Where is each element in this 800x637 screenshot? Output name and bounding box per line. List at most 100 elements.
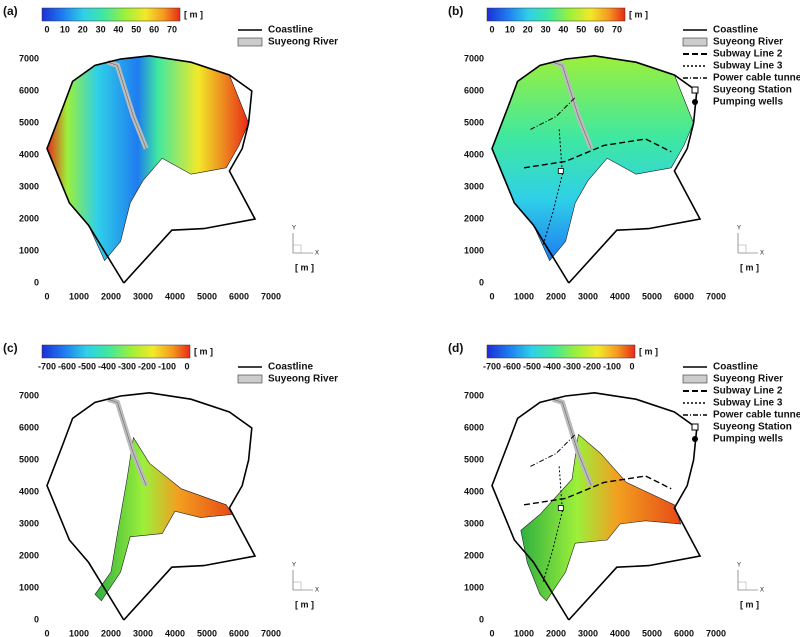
panel-label: (a) xyxy=(3,4,18,18)
colorbar xyxy=(486,344,636,359)
x-tick-label: 1000 xyxy=(69,628,89,637)
legend-label: Subway Line 3 xyxy=(713,398,783,409)
legend-label: Coastline xyxy=(713,362,758,373)
legend-label: Subway Line 3 xyxy=(713,61,783,72)
x-tick-label: 7000 xyxy=(706,291,726,301)
x-tick-label: 7000 xyxy=(261,291,281,301)
colorbar-tick: 50 xyxy=(576,24,586,34)
axis-x: X xyxy=(760,588,764,594)
y-tick-label: 6000 xyxy=(19,85,39,95)
y-tick-label: 3000 xyxy=(464,181,484,191)
axis-unit: [ m ] xyxy=(740,262,759,272)
axis-x: X xyxy=(315,251,319,257)
legend-label: Coastline xyxy=(268,362,313,373)
legend-label: Coastline xyxy=(268,25,313,36)
x-tick-label: 6000 xyxy=(229,291,249,301)
colorbar-tick: 0 xyxy=(184,361,189,371)
panel: (b) 0 10 20 30 40 50 60 70 [ m ] 0 1000 2000 3000 4000… xyxy=(448,4,800,301)
colorbar-tick: 10 xyxy=(60,24,70,34)
legend-label: Power cable tunnel xyxy=(713,73,800,84)
legend-label: Suyeong Station xyxy=(713,422,792,433)
colorbar-tick: 0 xyxy=(489,24,494,34)
legend-swatch xyxy=(691,86,699,94)
x-tick-label: 6000 xyxy=(674,291,694,301)
y-tick-label: 1000 xyxy=(19,245,39,255)
station xyxy=(557,168,564,174)
axis-unit: [ m ] xyxy=(740,599,759,609)
panel: (a) 0 10 20 30 40 50 60 70 [ m ] 0 1000 2000 3000 4000… xyxy=(3,4,338,301)
x-tick-label: 3000 xyxy=(133,628,153,637)
y-tick-label: 0 xyxy=(479,614,484,624)
y-tick-label: 7000 xyxy=(19,53,39,63)
x-tick-label: 4000 xyxy=(610,628,630,637)
colorbar-unit: [ m ] xyxy=(639,346,658,356)
x-tick-label: 0 xyxy=(489,628,494,637)
colorbar-tick: 20 xyxy=(78,24,88,34)
x-tick-label: 3000 xyxy=(578,291,598,301)
y-tick-label: 2000 xyxy=(464,213,484,223)
x-tick-label: 2000 xyxy=(101,291,121,301)
colorbar-unit: [ m ] xyxy=(184,9,203,19)
x-tick-label: 4000 xyxy=(610,291,630,301)
y-tick-label: 4000 xyxy=(464,149,484,159)
x-tick-label: 3000 xyxy=(133,291,153,301)
colorbar-tick: 30 xyxy=(96,24,106,34)
y-tick-label: 3000 xyxy=(19,181,39,191)
y-tick-label: 5000 xyxy=(464,117,484,127)
colorbar-tick: 40 xyxy=(558,24,568,34)
panel-label: (c) xyxy=(3,341,18,355)
y-tick-label: 3000 xyxy=(19,518,39,528)
legend-swatch xyxy=(692,99,698,105)
colorbar-tick: 60 xyxy=(594,24,604,34)
legend-label: Suyeong River xyxy=(713,374,783,385)
x-tick-label: 4000 xyxy=(165,291,185,301)
x-tick-label: 5000 xyxy=(642,628,662,637)
y-tick-label: 6000 xyxy=(464,85,484,95)
axis-indicator xyxy=(292,244,302,254)
x-tick-label: 3000 xyxy=(578,628,598,637)
y-tick-label: 7000 xyxy=(464,53,484,63)
river-edge xyxy=(552,61,592,149)
colorbar-tick: -300 xyxy=(118,361,136,371)
legend-label: Subway Line 2 xyxy=(713,386,783,397)
legend-swatch xyxy=(692,436,698,442)
y-tick-label: 7000 xyxy=(19,390,39,400)
x-tick-label: 5000 xyxy=(197,628,217,637)
colorbar-tick: -600 xyxy=(58,361,76,371)
axis-unit: [ m ] xyxy=(295,599,314,609)
y-tick-label: 6000 xyxy=(464,422,484,432)
legend-swatch xyxy=(682,374,708,384)
y-tick-label: 2000 xyxy=(464,550,484,560)
y-tick-label: 4000 xyxy=(19,486,39,496)
legend-label: Subway Line 2 xyxy=(713,49,783,60)
legend-swatch xyxy=(237,374,263,384)
x-tick-label: 1000 xyxy=(514,628,534,637)
river-edge xyxy=(552,398,592,486)
y-tick-label: 1000 xyxy=(464,245,484,255)
legend-label: Pumping wells xyxy=(713,434,783,445)
colorbar-tick: -200 xyxy=(583,361,601,371)
panel: (c) -700 -600 -500 -400 -300 -200 -100 0 [ m ] 0 10… xyxy=(3,341,338,637)
colorbar-tick: 40 xyxy=(113,24,123,34)
axis-indicator xyxy=(737,581,747,591)
colorbar-tick: 70 xyxy=(612,24,622,34)
legend-label: Coastline xyxy=(713,25,758,36)
contour-fill xyxy=(46,55,249,262)
colorbar-tick: 60 xyxy=(149,24,159,34)
y-tick-label: 0 xyxy=(34,614,39,624)
x-tick-label: 0 xyxy=(489,291,494,301)
axis-indicator xyxy=(292,581,302,591)
colorbar-tick: -700 xyxy=(483,361,501,371)
colorbar-tick: -700 xyxy=(38,361,56,371)
x-tick-label: 4000 xyxy=(165,628,185,637)
coastline xyxy=(491,391,702,621)
legend-label: Power cable tunnel xyxy=(713,410,800,421)
x-tick-label: 2000 xyxy=(546,291,566,301)
legend-swatch xyxy=(691,423,699,431)
legend-swatch xyxy=(237,37,263,47)
colorbar-tick: -500 xyxy=(523,361,541,371)
subway-line-2 xyxy=(523,138,672,169)
subway-line-3 xyxy=(542,466,563,582)
axis-y: Y xyxy=(292,226,296,232)
y-tick-label: 5000 xyxy=(19,117,39,127)
